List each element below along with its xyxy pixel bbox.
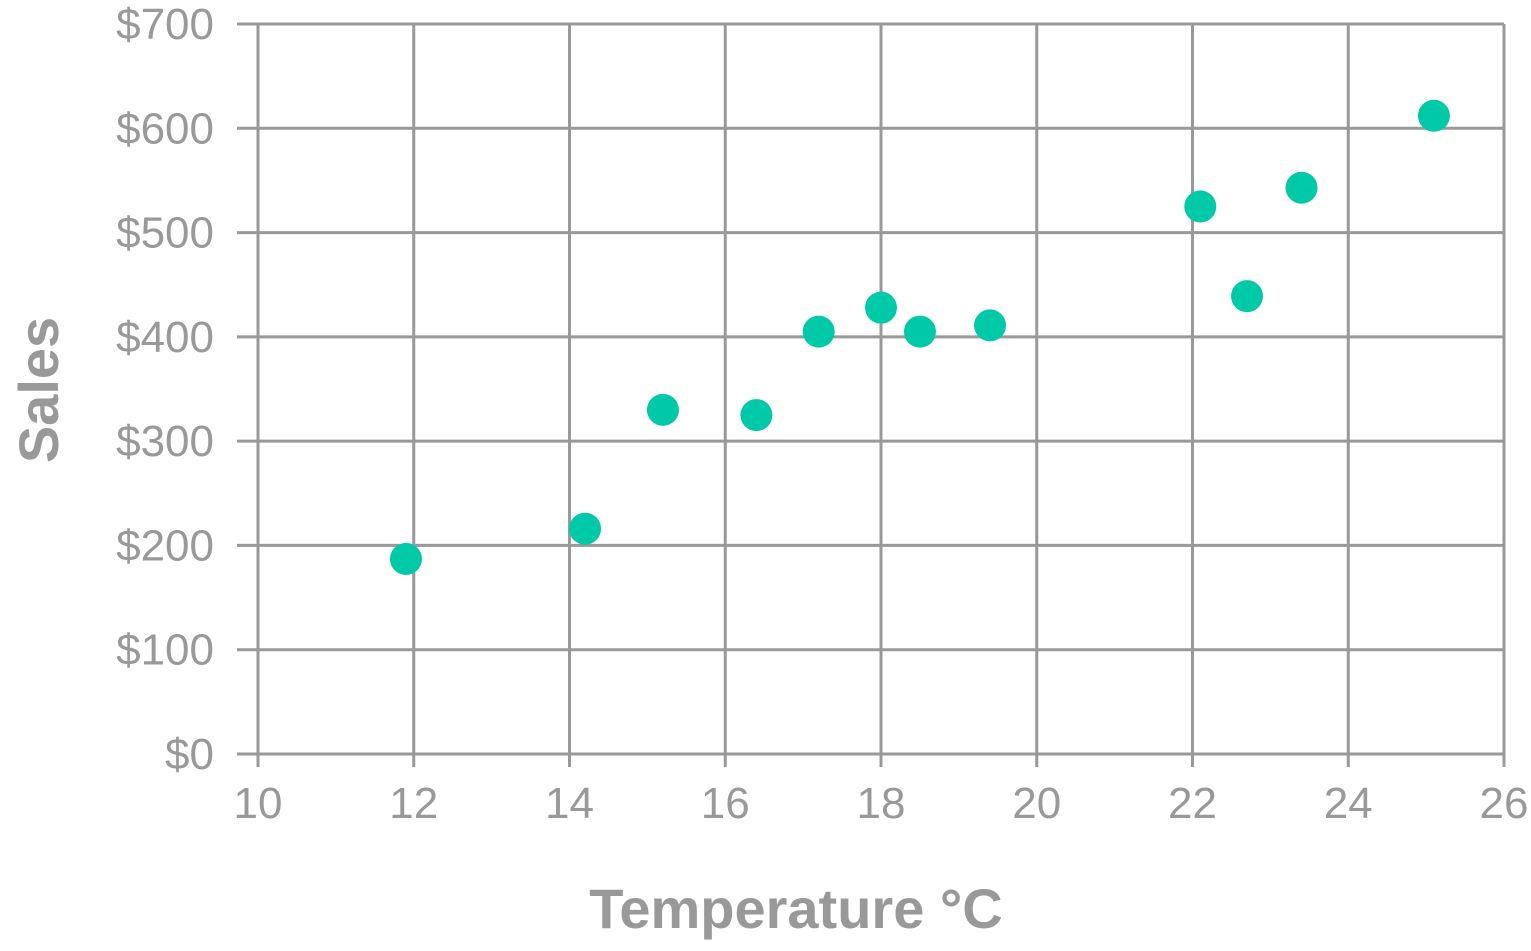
data-point (740, 399, 773, 432)
y-tick-label: $100 (116, 626, 214, 675)
data-point (1285, 171, 1318, 204)
x-axis-ticks: 10 12 14 16 18 20 22 24 26 (234, 779, 1529, 828)
x-tick-label: 20 (1012, 779, 1061, 828)
x-tick-label: 12 (389, 779, 438, 828)
grid (237, 22, 1506, 767)
y-tick-label: $500 (116, 209, 214, 258)
y-axis-ticks: $0 $100 $200 $300 $400 $500 $600 $700 (116, 0, 214, 779)
data-point (1184, 190, 1217, 223)
data-point (569, 512, 602, 545)
data-points (389, 99, 1450, 575)
data-point (389, 542, 422, 575)
x-tick-label: 24 (1324, 779, 1373, 828)
y-tick-label: $0 (165, 730, 214, 779)
data-point (865, 291, 897, 324)
x-tick-label: 22 (1168, 779, 1217, 828)
y-tick-label: $200 (116, 521, 214, 570)
x-tick-label: 26 (1480, 779, 1529, 828)
x-tick-label: 14 (545, 779, 594, 828)
y-tick-label: $700 (116, 0, 214, 49)
x-tick-label: 16 (701, 779, 750, 828)
y-tick-label: $300 (116, 417, 214, 466)
y-axis-title: Sales (7, 317, 70, 463)
data-point (646, 393, 679, 426)
y-tick-label: $400 (116, 313, 214, 362)
x-tick-label: 18 (857, 779, 906, 828)
x-tick-label: 10 (234, 779, 283, 828)
data-point (802, 315, 835, 348)
data-point (974, 309, 1007, 342)
x-axis-title: Temperature °C (589, 877, 1002, 940)
data-point (903, 315, 936, 348)
y-tick-label: $600 (116, 104, 214, 153)
data-point (1231, 280, 1264, 313)
data-point (1417, 99, 1450, 132)
